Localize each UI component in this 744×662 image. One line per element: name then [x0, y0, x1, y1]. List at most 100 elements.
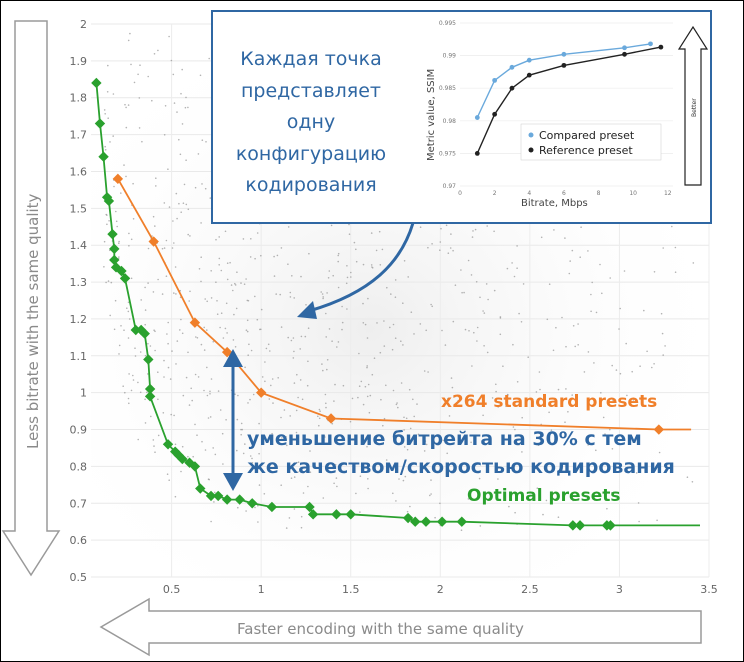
cloud-point	[127, 39, 130, 42]
cloud-point	[366, 445, 368, 448]
inset-x-tick-label: 6	[562, 190, 566, 197]
inset-x-tick-label: 0	[458, 190, 462, 197]
cloud-point	[240, 433, 242, 436]
cloud-point	[392, 492, 394, 495]
cloud-point	[337, 260, 340, 263]
cloud-point	[236, 271, 238, 274]
cloud-point	[166, 473, 169, 476]
cloud-point	[561, 400, 564, 403]
cloud-point	[161, 293, 164, 295]
cloud-point	[664, 345, 666, 347]
cloud-point	[265, 347, 268, 350]
cloud-point	[293, 297, 296, 299]
cloud-point	[367, 487, 369, 490]
cloud-point	[403, 416, 405, 419]
cloud-point	[199, 74, 202, 77]
cloud-point	[362, 302, 364, 305]
cloud-point	[220, 269, 223, 272]
cloud-point	[295, 431, 298, 434]
optimal-point	[109, 254, 120, 266]
y-tick-label: 2	[80, 18, 87, 31]
cloud-point	[357, 396, 359, 399]
cloud-point	[595, 449, 597, 452]
cloud-point	[345, 282, 348, 285]
y-tick-label: 0.5	[70, 571, 88, 584]
cloud-point	[225, 302, 228, 305]
cloud-point	[452, 320, 455, 323]
cloud-point	[144, 286, 146, 289]
optimal-point	[162, 439, 174, 450]
cloud-point	[439, 502, 441, 505]
cloud-point	[288, 517, 291, 519]
cloud-point	[205, 141, 207, 143]
cloud-point	[234, 393, 236, 396]
cloud-point	[395, 500, 397, 502]
cloud-point	[419, 226, 422, 228]
cloud-point	[360, 380, 363, 383]
optimal-point	[94, 118, 106, 129]
cloud-point	[615, 369, 618, 371]
reduction-line-1: уменьшение битрейта на 30% с тем	[247, 428, 642, 450]
cloud-point	[154, 330, 156, 333]
cloud-point	[454, 284, 457, 287]
cloud-point	[103, 109, 106, 111]
cloud-point	[128, 318, 131, 320]
cloud-point	[440, 227, 442, 230]
cloud-point	[507, 394, 509, 396]
cloud-point	[348, 233, 351, 235]
cloud-point	[497, 406, 500, 408]
cloud-point	[296, 373, 298, 376]
cloud-point	[170, 413, 172, 416]
cloud-point	[322, 296, 325, 298]
cloud-point	[449, 247, 452, 249]
cloud-point	[125, 106, 127, 109]
inset-x-label: Bitrate, Mbps	[521, 198, 588, 209]
legend-compared-marker	[528, 132, 534, 138]
cloud-point	[153, 53, 156, 55]
cloud-point	[247, 354, 249, 357]
cloud-point	[564, 237, 566, 239]
cloud-point	[430, 493, 432, 495]
cloud-point	[369, 394, 372, 397]
cloud-point	[181, 445, 184, 448]
cloud-point	[499, 316, 502, 318]
cloud-point	[174, 443, 177, 446]
cloud-point	[201, 440, 203, 443]
cloud-point	[397, 406, 399, 409]
cloud-point	[564, 421, 566, 424]
optimal-point	[234, 494, 245, 505]
annotation-each-point: Каждая точка представляет одну конфигура…	[236, 48, 386, 196]
annotation-arrow	[297, 222, 415, 319]
inset-y-tick-label: 0.97	[443, 183, 457, 190]
optimal-point	[144, 383, 156, 395]
cloud-point	[400, 382, 403, 384]
cloud-point	[403, 446, 406, 448]
cloud-point	[320, 291, 323, 293]
cloud-point	[653, 271, 656, 273]
cloud-point	[557, 388, 560, 391]
cloud-point	[176, 111, 178, 113]
cloud-point	[226, 278, 229, 281]
cloud-point	[261, 376, 264, 378]
cloud-point	[527, 356, 529, 359]
cloud-point	[540, 236, 543, 239]
cloud-point	[324, 436, 326, 438]
optimal-point	[247, 498, 258, 509]
cloud-point	[409, 427, 412, 430]
cloud-point	[318, 424, 320, 427]
cloud-point	[173, 414, 175, 417]
cloud-point	[450, 377, 453, 379]
cloud-point	[408, 388, 411, 391]
cloud-point	[203, 389, 205, 392]
cloud-point	[248, 343, 250, 346]
cloud-point	[271, 432, 273, 435]
cloud-point	[398, 478, 400, 480]
cloud-point	[275, 293, 278, 295]
cloud-point	[618, 328, 620, 330]
cloud-point	[327, 277, 330, 279]
cloud-point	[506, 267, 509, 270]
cloud-point	[619, 372, 622, 375]
y-tick-label: 1.7	[70, 129, 88, 142]
